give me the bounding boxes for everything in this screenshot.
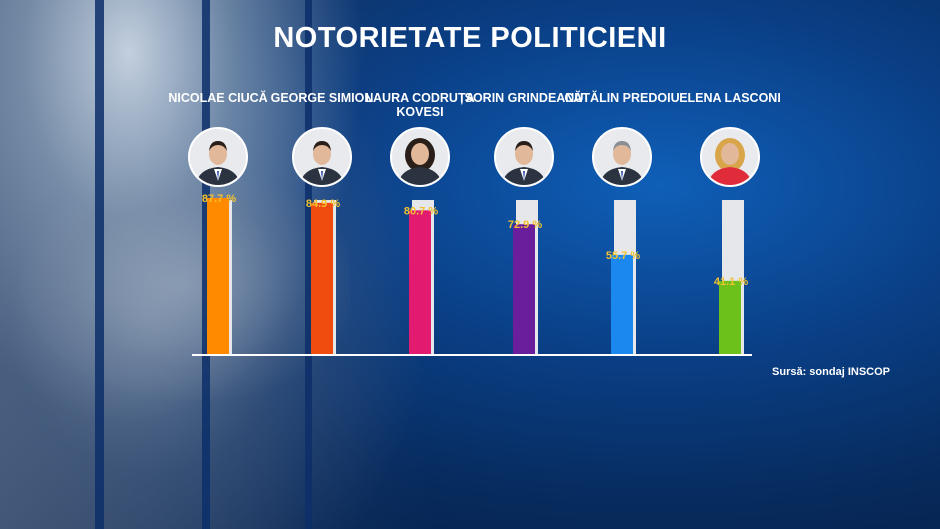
bar [719, 280, 741, 354]
bar [611, 254, 633, 354]
portrait-woman-blonde-icon [700, 127, 760, 187]
bg-stripe [95, 0, 104, 529]
bar [409, 210, 431, 354]
portrait-woman-dark-hair-icon [390, 127, 450, 187]
bg-stripe [202, 0, 210, 529]
page-title: NOTORIETATE POLITICIENI [273, 22, 667, 54]
background-handshake [20, 170, 350, 400]
chart-baseline [192, 354, 752, 356]
politician-name: ELENA LASCONI [679, 91, 781, 105]
bar [207, 197, 229, 354]
portrait-man-suit-icon [494, 127, 554, 187]
politician-name: SORIN GRINDEANU [464, 91, 584, 105]
politician-name: CĂTĂLIN PREDOIU [564, 91, 680, 105]
portrait-man-suit-icon [188, 127, 248, 187]
data-label: 55.7 % [606, 250, 640, 262]
data-label: 84.9 % [306, 198, 340, 210]
source-note: Sursă: sondaj INSCOP [772, 366, 890, 378]
bar [513, 224, 535, 354]
data-label: 87.7 % [202, 193, 236, 205]
portrait-man-beard-icon [292, 127, 352, 187]
data-label: 80.7 % [404, 205, 438, 217]
data-label: 72.9 % [508, 219, 542, 231]
politician-name: LAURA CODRUȚA KOVESI [365, 91, 475, 119]
bg-stripe [305, 0, 312, 529]
data-label: 41.1 % [714, 276, 748, 288]
portrait-man-gray-hair-icon [592, 127, 652, 187]
politician-name: GEORGE SIMION [270, 91, 374, 105]
politician-name: NICOLAE CIUCĂ [168, 91, 268, 105]
bar [311, 202, 333, 354]
